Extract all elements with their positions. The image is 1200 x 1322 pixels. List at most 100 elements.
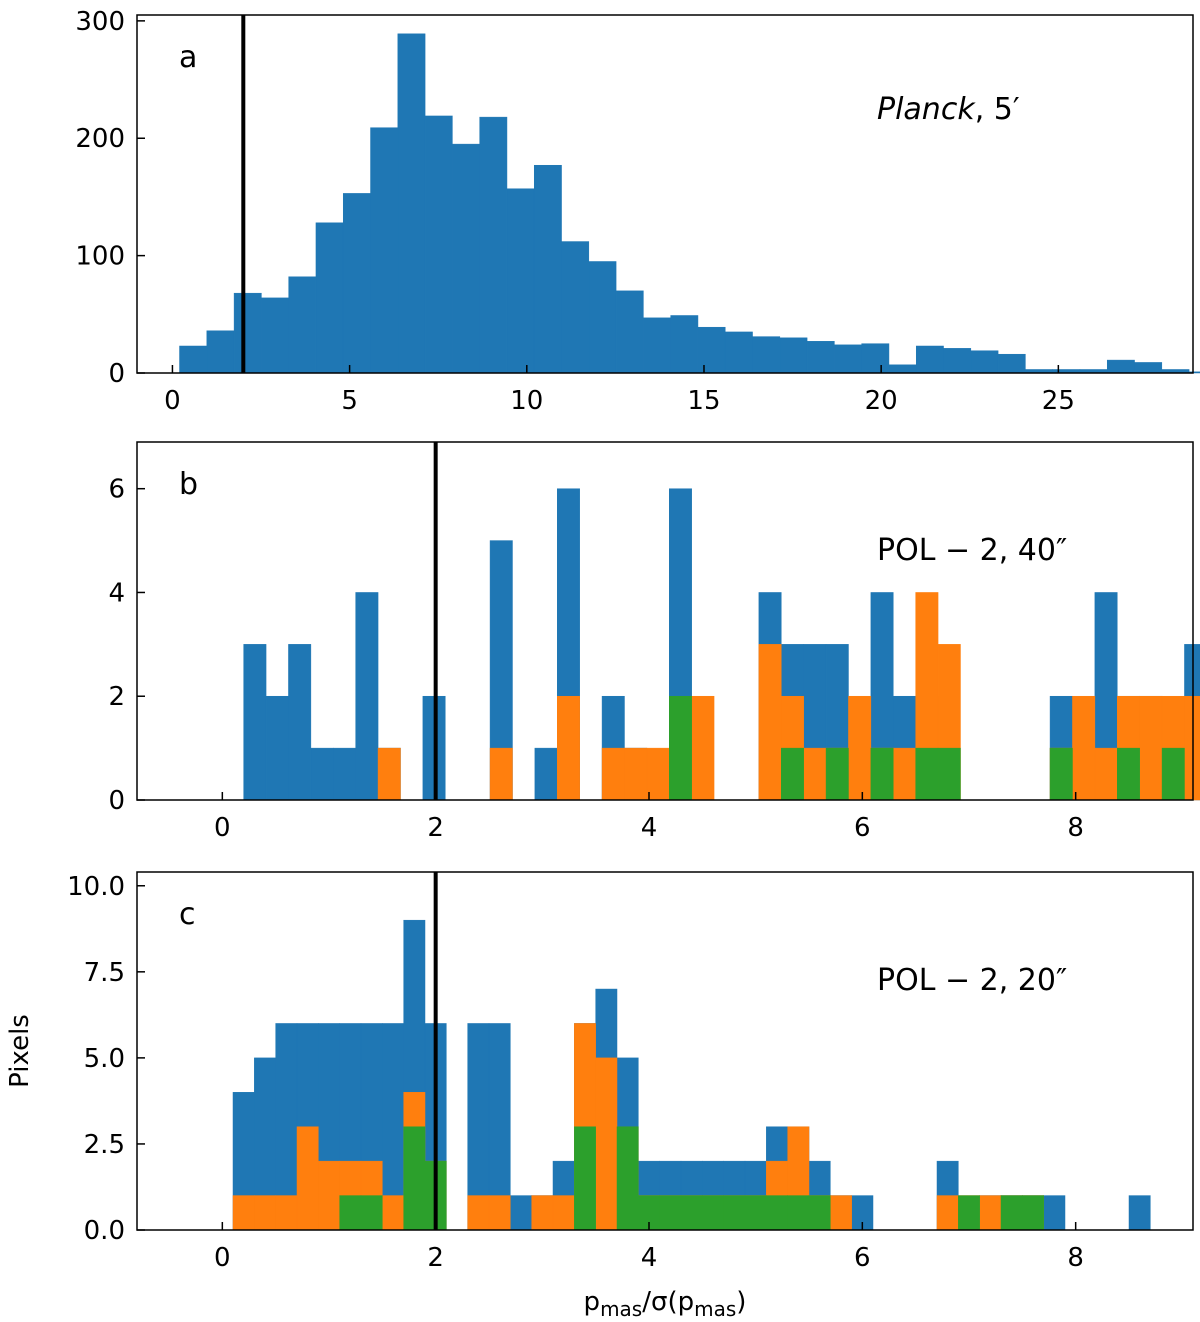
axes-frame xyxy=(136,14,1194,374)
bar-orange xyxy=(318,1160,340,1231)
bar-blue xyxy=(615,290,644,374)
bar-green xyxy=(808,1195,831,1231)
bar-blue xyxy=(265,695,289,801)
y-axis-label: Pixels xyxy=(5,1014,35,1088)
bar-green xyxy=(574,1126,596,1231)
bar-blue xyxy=(888,364,917,374)
bar-orange xyxy=(624,747,648,801)
bar-orange xyxy=(296,1126,319,1231)
y-tick-label: 6 xyxy=(108,475,125,505)
bar-blue xyxy=(670,315,699,374)
bar-orange xyxy=(467,1195,490,1231)
bar-green xyxy=(781,747,804,801)
bar-green xyxy=(339,1195,362,1231)
bar-blue xyxy=(452,143,480,374)
bar-green xyxy=(1161,747,1185,801)
axes-frame xyxy=(136,441,1194,801)
bar-blue xyxy=(724,331,753,374)
bar-blue xyxy=(834,344,862,374)
bar-orange xyxy=(531,1195,554,1231)
y-tick-label: 5.0 xyxy=(84,1044,125,1074)
x-tick-label: 4 xyxy=(641,813,658,843)
x-tick-label: 20 xyxy=(865,386,898,416)
bar-green xyxy=(766,1195,788,1231)
bar-blue xyxy=(479,116,508,374)
bar-blue xyxy=(179,345,208,374)
bar-blue xyxy=(861,343,890,374)
bar-orange xyxy=(1094,747,1118,801)
y-tick-label: 2 xyxy=(108,682,125,712)
y-tick-label: 200 xyxy=(75,124,125,154)
x-tick-label: 25 xyxy=(1042,386,1075,416)
bar-blue xyxy=(397,33,426,374)
y-tick-label: 0 xyxy=(108,786,125,816)
panel-annotation: POL − 2, 20″ xyxy=(877,963,1067,998)
bar-green xyxy=(659,1195,682,1231)
panel-letter: c xyxy=(179,897,196,932)
bar-orange xyxy=(1184,695,1200,801)
bar-green xyxy=(825,747,849,801)
panel-annotation: Planck, 5′ xyxy=(877,92,1020,127)
bar-orange xyxy=(646,747,670,801)
bar-orange xyxy=(848,695,872,801)
x-tick-label: 5 xyxy=(341,386,358,416)
bar-blue xyxy=(310,747,334,801)
bar-blue xyxy=(697,326,726,374)
bar-green xyxy=(958,1195,980,1231)
bar-green xyxy=(1049,747,1073,801)
bar-orange xyxy=(979,1195,1002,1231)
bar-blue xyxy=(1043,1195,1066,1231)
bar-orange xyxy=(488,1195,511,1231)
bar-orange xyxy=(232,1195,255,1231)
panel-letter: b xyxy=(179,467,198,502)
bar-blue xyxy=(355,592,379,801)
y-tick-label: 0.0 xyxy=(84,1216,125,1246)
bar-orange xyxy=(489,747,513,801)
bar-orange xyxy=(758,644,782,801)
bar-orange xyxy=(377,747,401,801)
panel-b: 0 2 4 6 8 0 2 4 6 b POL − 2, 40″ xyxy=(108,441,1200,843)
bar-blue xyxy=(970,350,999,374)
x-tick-label: 10 xyxy=(510,386,543,416)
x-tick-label: 0 xyxy=(214,1243,231,1273)
y-tick-label: 7.5 xyxy=(84,958,125,988)
bar-blue xyxy=(370,127,399,374)
bar-blue xyxy=(588,261,617,374)
panel-c: 0 2 4 6 8 0.0 2.5 5.0 7.5 10.0 c POL − 2, 20″ Pixels… xyxy=(5,871,1194,1321)
bar-green xyxy=(702,1195,724,1231)
y-tick-label: 0 xyxy=(108,359,125,389)
bar-green xyxy=(616,1126,639,1231)
bar-green xyxy=(360,1195,383,1231)
bar-blue xyxy=(943,348,972,374)
bar-orange xyxy=(893,747,916,801)
bar-orange xyxy=(936,1195,959,1231)
bar-blue xyxy=(806,341,835,374)
x-tick-label: 2 xyxy=(427,1243,444,1273)
bar-orange xyxy=(830,1195,852,1231)
bar-green xyxy=(1117,747,1140,801)
panel-annotation: POL − 2, 40″ xyxy=(877,533,1067,568)
panel-a: 0 5 10 15 20 25 0 100 200 300 a Planck, 5′ xyxy=(75,7,1200,416)
x-tick-label: 6 xyxy=(854,813,871,843)
x-tick-label: 8 xyxy=(1067,813,1084,843)
bar-blue xyxy=(534,747,558,801)
bar-blue xyxy=(288,276,317,374)
bar-blue xyxy=(915,345,944,374)
bar-green xyxy=(787,1195,810,1231)
bar-green xyxy=(403,1126,426,1231)
bar-orange xyxy=(557,695,580,801)
bar-green xyxy=(1022,1195,1044,1231)
bar-blue xyxy=(1134,362,1163,374)
bar-blue xyxy=(510,1195,532,1231)
x-tick-label: 2 xyxy=(427,813,444,843)
x-tick-label: 15 xyxy=(687,386,720,416)
x-tick-label: 6 xyxy=(854,1243,871,1273)
bar-blue xyxy=(533,164,562,374)
x-tick-label: 0 xyxy=(164,386,181,416)
bar-blue xyxy=(561,241,590,374)
panel-letter: a xyxy=(179,40,197,75)
bar-orange xyxy=(601,747,625,801)
bar-green xyxy=(680,1195,703,1231)
bar-orange xyxy=(1139,695,1163,801)
